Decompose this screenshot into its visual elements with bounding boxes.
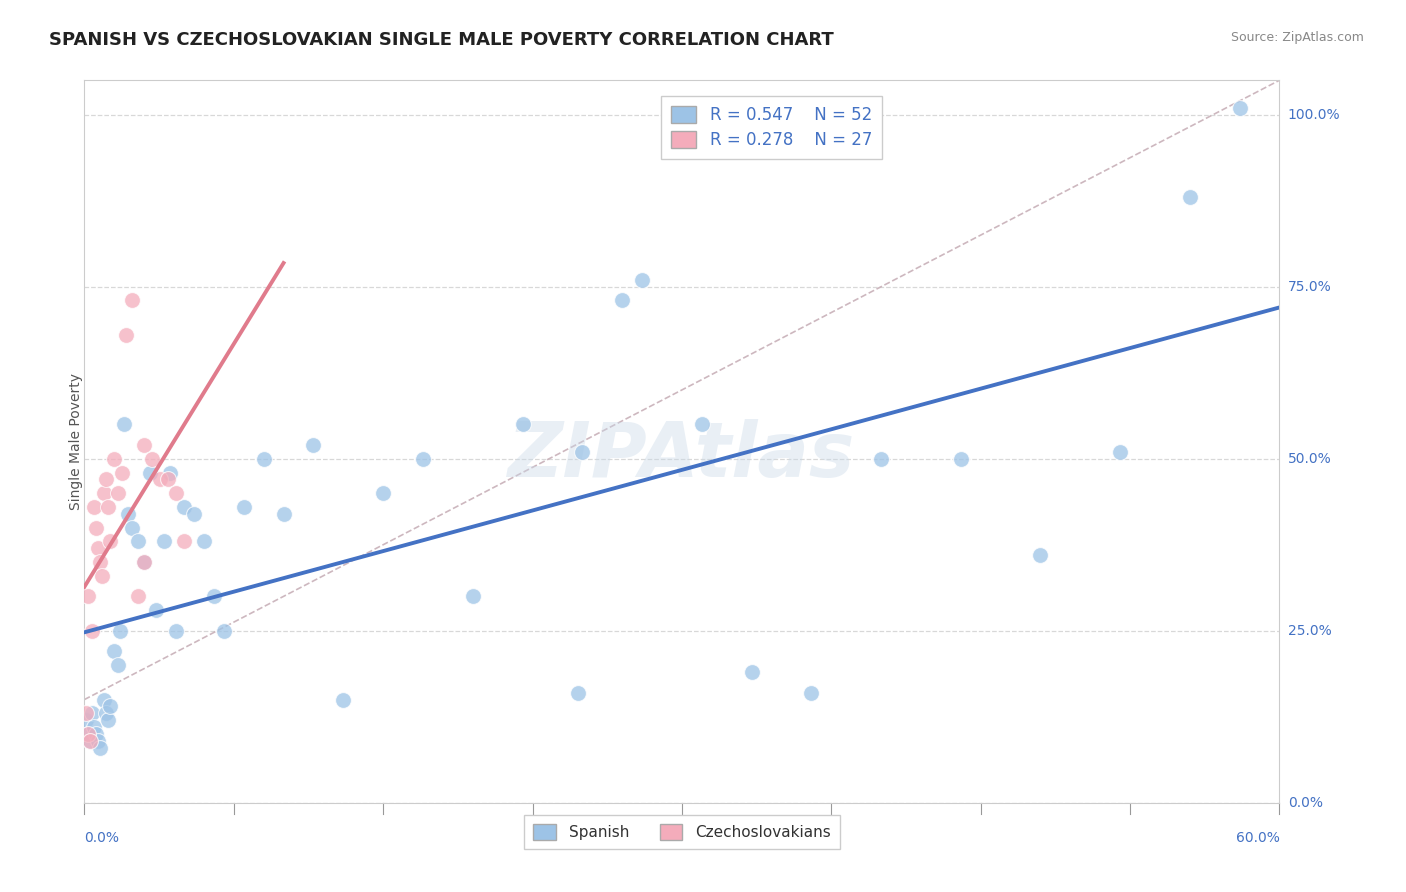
Point bbox=[145, 603, 167, 617]
Point bbox=[1229, 101, 1251, 115]
Point bbox=[93, 486, 115, 500]
Text: 60.0%: 60.0% bbox=[1236, 830, 1279, 845]
Text: ZIPAtlas: ZIPAtlas bbox=[508, 419, 856, 493]
Point bbox=[115, 327, 138, 342]
Point bbox=[132, 555, 156, 569]
Point bbox=[82, 624, 104, 638]
Point bbox=[127, 534, 149, 549]
Point bbox=[98, 699, 121, 714]
Point bbox=[98, 534, 121, 549]
Point bbox=[111, 466, 134, 480]
Text: 50.0%: 50.0% bbox=[1288, 451, 1331, 466]
Point bbox=[165, 486, 187, 500]
Point bbox=[139, 466, 162, 480]
Point bbox=[153, 534, 176, 549]
Point bbox=[77, 727, 100, 741]
Text: Source: ZipAtlas.com: Source: ZipAtlas.com bbox=[1230, 31, 1364, 45]
Text: 75.0%: 75.0% bbox=[1288, 280, 1331, 293]
Point bbox=[83, 500, 105, 514]
Point bbox=[103, 644, 125, 658]
Point bbox=[949, 451, 972, 466]
Point bbox=[612, 293, 634, 308]
Point bbox=[1029, 548, 1052, 562]
Point bbox=[87, 541, 110, 556]
Point bbox=[232, 500, 254, 514]
Point bbox=[412, 451, 434, 466]
Legend: Spanish, Czechoslovakians: Spanish, Czechoslovakians bbox=[524, 815, 839, 849]
Text: 100.0%: 100.0% bbox=[1288, 108, 1340, 121]
Point bbox=[571, 445, 593, 459]
Text: 0.0%: 0.0% bbox=[84, 830, 120, 845]
Point bbox=[93, 692, 115, 706]
Point bbox=[79, 734, 101, 748]
Point bbox=[86, 520, 108, 534]
Point bbox=[87, 734, 110, 748]
Point bbox=[690, 417, 713, 432]
Point bbox=[107, 486, 129, 500]
Point bbox=[173, 534, 195, 549]
Point bbox=[141, 451, 163, 466]
Point bbox=[567, 686, 589, 700]
Point bbox=[91, 568, 114, 582]
Point bbox=[83, 720, 105, 734]
Point bbox=[132, 438, 156, 452]
Point bbox=[183, 507, 205, 521]
Point bbox=[373, 486, 395, 500]
Point bbox=[1178, 190, 1201, 204]
Point bbox=[332, 692, 354, 706]
Point bbox=[253, 451, 276, 466]
Point bbox=[302, 438, 325, 452]
Point bbox=[212, 624, 235, 638]
Text: SPANISH VS CZECHOSLOVAKIAN SINGLE MALE POVERTY CORRELATION CHART: SPANISH VS CZECHOSLOVAKIAN SINGLE MALE P… bbox=[49, 31, 834, 49]
Point bbox=[112, 417, 135, 432]
Point bbox=[121, 293, 143, 308]
Point bbox=[631, 273, 654, 287]
Point bbox=[157, 472, 180, 486]
Point bbox=[77, 727, 100, 741]
Point bbox=[89, 740, 111, 755]
Point bbox=[512, 417, 534, 432]
Point bbox=[96, 706, 118, 721]
Point bbox=[173, 500, 195, 514]
Point bbox=[870, 451, 893, 466]
Point bbox=[77, 590, 100, 604]
Point bbox=[165, 624, 187, 638]
Point bbox=[107, 658, 129, 673]
Point bbox=[132, 555, 156, 569]
Point bbox=[97, 500, 120, 514]
Point bbox=[79, 734, 101, 748]
Point bbox=[89, 555, 111, 569]
Point bbox=[461, 590, 484, 604]
Point bbox=[75, 713, 97, 727]
Point bbox=[273, 507, 295, 521]
Point bbox=[193, 534, 215, 549]
Point bbox=[1109, 445, 1132, 459]
Point bbox=[159, 466, 181, 480]
Point bbox=[82, 706, 104, 721]
Text: 25.0%: 25.0% bbox=[1288, 624, 1331, 638]
Point bbox=[86, 727, 108, 741]
Point bbox=[202, 590, 225, 604]
Point bbox=[800, 686, 823, 700]
Point bbox=[127, 590, 149, 604]
Point bbox=[121, 520, 143, 534]
Point bbox=[110, 624, 132, 638]
Point bbox=[741, 665, 763, 679]
Point bbox=[75, 706, 97, 721]
Point bbox=[97, 713, 120, 727]
Point bbox=[117, 507, 139, 521]
Point bbox=[96, 472, 118, 486]
Y-axis label: Single Male Poverty: Single Male Poverty bbox=[69, 373, 83, 510]
Point bbox=[149, 472, 172, 486]
Text: 0.0%: 0.0% bbox=[1288, 796, 1323, 810]
Point bbox=[103, 451, 125, 466]
